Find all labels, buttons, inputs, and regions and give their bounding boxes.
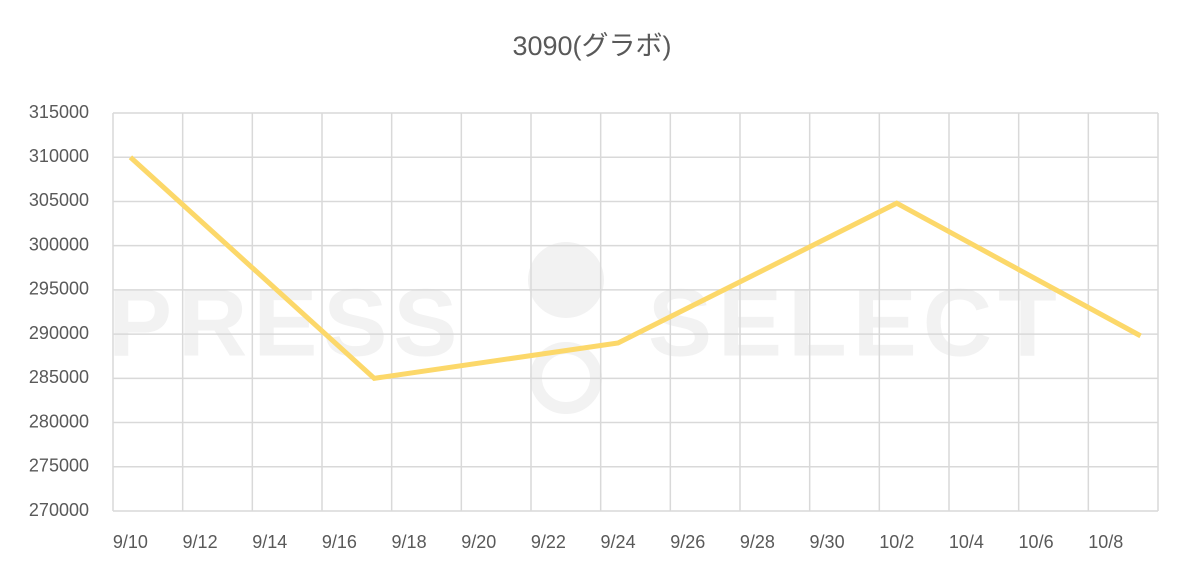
data-line xyxy=(128,155,1142,381)
x-tick-label: 9/26 xyxy=(670,532,705,552)
chart-title: 3090(グラボ) xyxy=(512,31,671,61)
x-tick-label: 10/4 xyxy=(949,532,984,552)
x-tick-label: 10/8 xyxy=(1088,532,1123,552)
watermark-text: PRESS xyxy=(108,269,463,376)
x-tick-label: 9/30 xyxy=(810,532,845,552)
y-tick-label: 280000 xyxy=(29,411,89,431)
watermark-text: SELECT xyxy=(648,269,1063,376)
x-tick-label: 9/14 xyxy=(252,532,287,552)
x-tick-label: 10/6 xyxy=(1019,532,1054,552)
x-tick-label: 9/28 xyxy=(740,532,775,552)
x-tick-label: 9/24 xyxy=(601,532,636,552)
x-tick-label: 10/2 xyxy=(879,532,914,552)
y-tick-label: 285000 xyxy=(29,367,89,387)
x-tick-label: 9/12 xyxy=(183,532,218,552)
x-tick-label: 9/10 xyxy=(113,532,148,552)
y-tick-label: 290000 xyxy=(29,323,89,343)
x-tick-label: 9/18 xyxy=(392,532,427,552)
y-tick-label: 310000 xyxy=(29,146,89,166)
x-tick-label: 9/16 xyxy=(322,532,357,552)
y-tick-label: 305000 xyxy=(29,190,89,210)
y-tick-label: 295000 xyxy=(29,279,89,299)
y-tick-label: 300000 xyxy=(29,234,89,254)
watermark-dot xyxy=(528,242,604,318)
y-tick-label: 315000 xyxy=(29,102,89,122)
y-tick-label: 270000 xyxy=(29,500,89,520)
x-tick-label: 9/22 xyxy=(531,532,566,552)
x-tick-label: 9/20 xyxy=(461,532,496,552)
y-tick-label: 275000 xyxy=(29,456,89,476)
